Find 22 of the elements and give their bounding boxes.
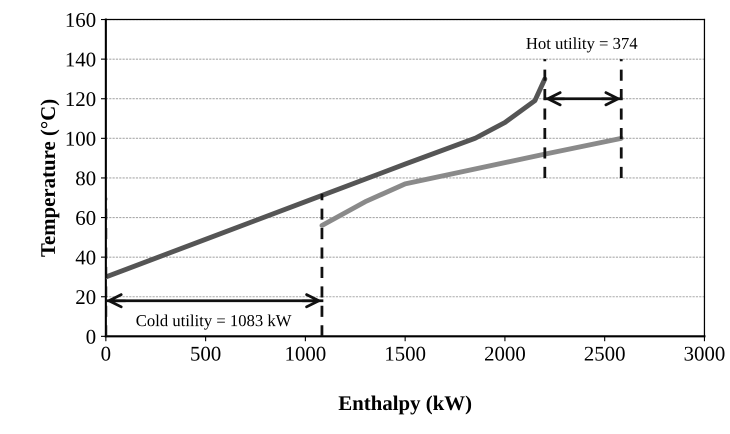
y-tick-label: 120 bbox=[66, 92, 96, 106]
y-tick-label: 140 bbox=[66, 52, 96, 67]
x-axis-title: Enthalpy (kW) bbox=[338, 396, 472, 414]
x-tick-label: 2500 bbox=[584, 346, 625, 361]
y-tick-label: 100 bbox=[66, 132, 96, 146]
annotation: Cold utility = 1083 kW bbox=[136, 314, 292, 330]
x-tick-label: 500 bbox=[191, 346, 220, 361]
x-tick-label: 0 bbox=[101, 346, 110, 361]
y-tick-label: 80 bbox=[76, 171, 96, 186]
y-tick-label: 0 bbox=[86, 330, 96, 344]
x-tick-label: 1000 bbox=[286, 346, 326, 361]
y-tick-label: 160 bbox=[66, 12, 96, 27]
y-axis-title: Temperature (°C) bbox=[40, 100, 60, 257]
x-tick-label: 3000 bbox=[684, 346, 724, 361]
y-tick-label: 60 bbox=[76, 210, 96, 225]
y-tick-label: 20 bbox=[76, 290, 96, 304]
annotation: Hot utility = 374 bbox=[526, 37, 638, 52]
y-tick-label: 40 bbox=[76, 250, 96, 265]
x-tick-label: 1500 bbox=[386, 346, 426, 361]
line-series bbox=[320, 136, 624, 228]
line-series bbox=[106, 76, 548, 280]
x-tick-label: 2000 bbox=[485, 346, 525, 361]
